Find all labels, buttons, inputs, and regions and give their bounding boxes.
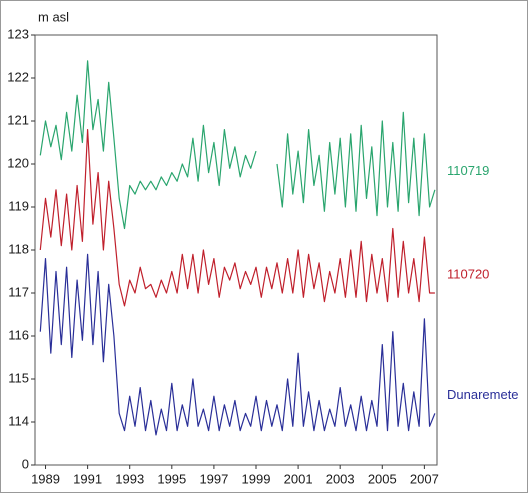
x-tick-label: 2003 <box>326 471 355 486</box>
y-tick-label: 123 <box>7 26 29 41</box>
y-tick-label: 122 <box>7 69 29 84</box>
x-tick-label: 2005 <box>368 471 397 486</box>
y-tick-label: 118 <box>8 241 29 256</box>
x-tick-label: 1989 <box>31 471 60 486</box>
series-label: Dunaremete <box>447 387 519 402</box>
x-tick-label: 2007 <box>410 471 439 486</box>
x-tick-label: 1997 <box>199 471 228 486</box>
y-tick-label: 117 <box>8 284 29 299</box>
series-line <box>39 60 436 230</box>
series-label: 110720 <box>447 266 489 281</box>
x-tick-label: 1995 <box>157 471 186 486</box>
y-tick-label: 115 <box>8 370 29 385</box>
y-axis-label: m asl <box>38 9 69 24</box>
x-tick-label: 1999 <box>242 471 271 486</box>
x-tick-label: 1991 <box>73 471 102 486</box>
x-tick-label: 2001 <box>284 471 313 486</box>
series-label: 110719 <box>447 163 489 178</box>
y-tick-label: 121 <box>7 112 29 127</box>
y-axis-bottom-label: 0 <box>22 456 29 471</box>
x-tick-label: 1993 <box>115 471 144 486</box>
series-line <box>39 129 435 307</box>
y-tick-label: 120 <box>7 155 29 170</box>
y-tick-label: 116 <box>8 327 29 342</box>
y-tick-label: 114 <box>8 413 29 428</box>
series-line <box>39 253 436 436</box>
y-tick-label: 119 <box>8 198 29 213</box>
plot-area <box>34 34 438 466</box>
